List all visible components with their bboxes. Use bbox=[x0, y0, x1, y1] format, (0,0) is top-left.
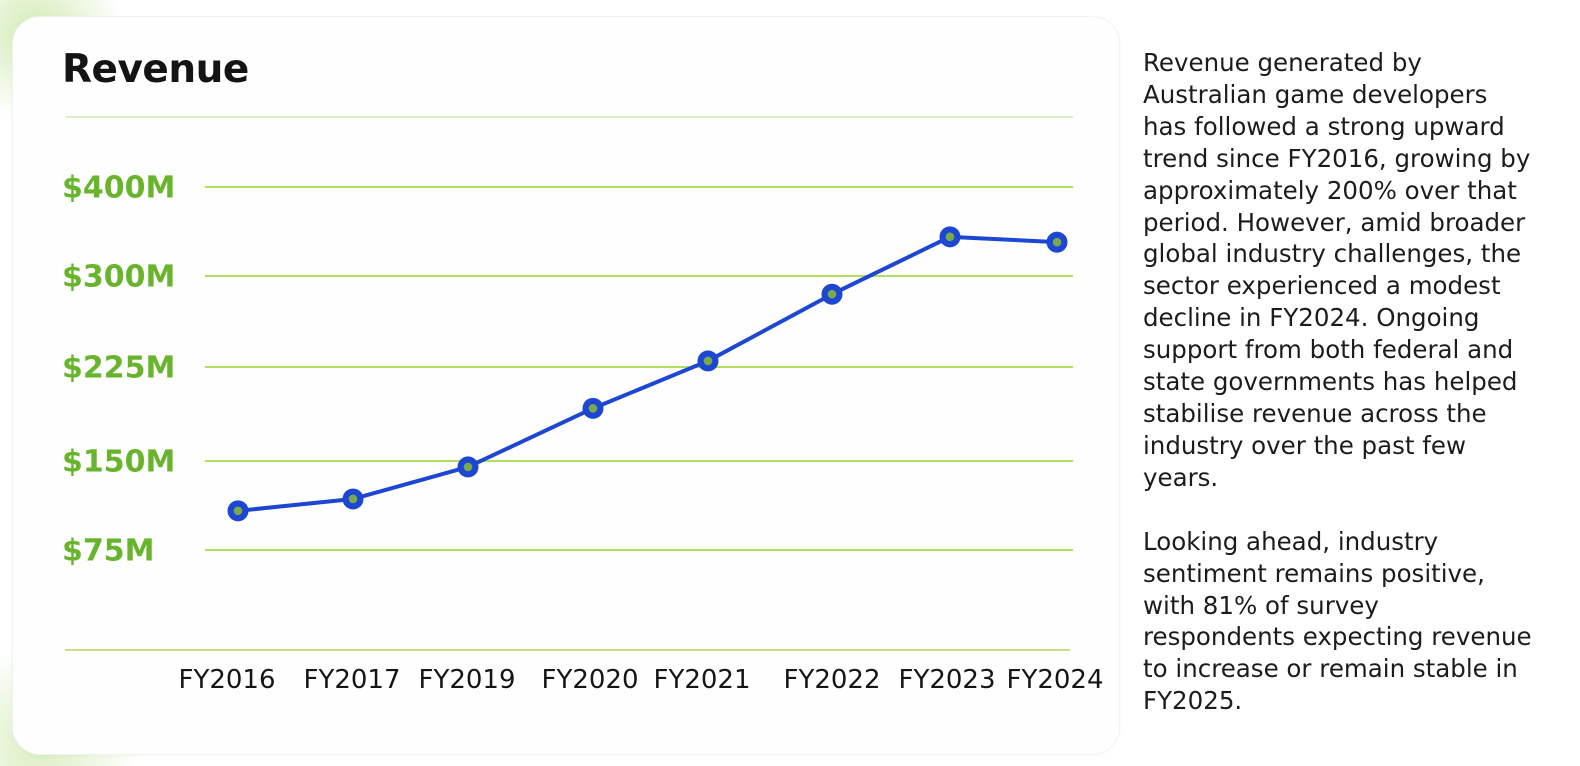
chart-title: Revenue bbox=[62, 47, 249, 92]
x-tick-label: FY2021 bbox=[653, 665, 750, 695]
data-point-core bbox=[827, 289, 837, 299]
description-paragraph-1: Revenue generated by Australian game dev… bbox=[1143, 48, 1531, 492]
revenue-series-line bbox=[236, 234, 1059, 513]
data-point-core bbox=[233, 506, 243, 516]
y-tick-label: $75M bbox=[62, 534, 154, 569]
data-point-core bbox=[588, 404, 598, 413]
revenue-chart-card bbox=[12, 16, 1120, 755]
x-tick-label: FY2022 bbox=[783, 665, 880, 695]
data-point-core bbox=[1052, 237, 1062, 247]
y-tick-label: $400M bbox=[62, 171, 175, 206]
x-tick-label: FY2019 bbox=[418, 665, 515, 695]
x-tick-label: FY2017 bbox=[303, 665, 400, 695]
x-tick-label: FY2016 bbox=[178, 665, 275, 695]
data-point-core bbox=[348, 494, 358, 504]
data-point-core bbox=[945, 232, 955, 242]
x-tick-label: FY2023 bbox=[898, 665, 995, 695]
description-panel: Revenue generated by Australian game dev… bbox=[1143, 47, 1580, 749]
x-tick-label: FY2020 bbox=[541, 665, 638, 695]
x-tick-label: FY2024 bbox=[1006, 665, 1103, 695]
data-point-core bbox=[463, 462, 473, 472]
data-point-core bbox=[703, 356, 713, 366]
y-tick-label: $300M bbox=[62, 260, 175, 295]
y-tick-label: $150M bbox=[62, 445, 175, 480]
y-tick-label: $225M bbox=[62, 351, 175, 386]
description-paragraph-2: Looking ahead, industry sentiment remain… bbox=[1143, 526, 1532, 716]
